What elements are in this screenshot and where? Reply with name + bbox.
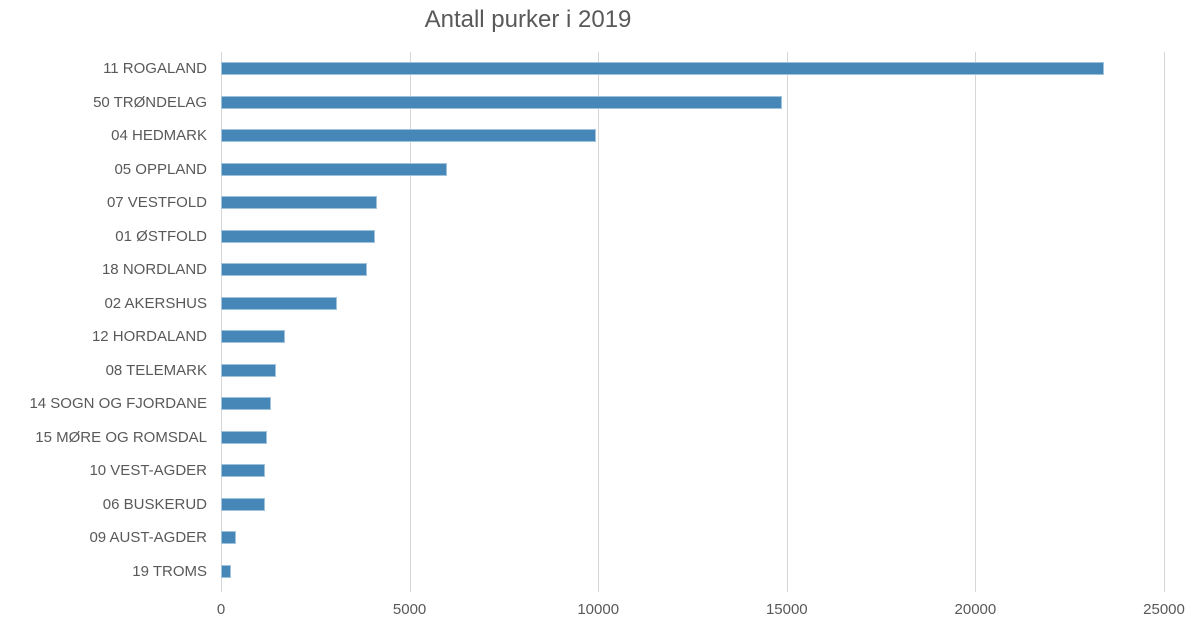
gridline: [1164, 52, 1165, 592]
x-tick-label: 20000: [954, 601, 997, 618]
category-label: 11 ROGALAND: [103, 60, 207, 77]
category-label: 18 NORDLAND: [101, 261, 207, 278]
x-tick-label: 25000: [1143, 601, 1185, 618]
bar: [221, 62, 1104, 76]
category-label: 06 BUSKERUD: [102, 495, 207, 513]
bar: [221, 330, 285, 344]
gridline: [975, 52, 977, 592]
category-label: 08 TELEMARK: [105, 361, 207, 379]
bar: [221, 564, 232, 578]
gridline: [409, 52, 411, 592]
gridline: [221, 52, 222, 592]
bar: [221, 162, 448, 176]
x-tick-label: 10000: [577, 601, 620, 618]
bar: [221, 296, 338, 310]
category-label: 01 ØSTFOLD: [115, 227, 207, 245]
bar: [221, 196, 378, 210]
category-label: 05 OPPLAND: [114, 160, 207, 178]
x-tick-label: 15000: [765, 601, 808, 618]
bar: [221, 129, 597, 143]
x-tick-label: 5000: [392, 601, 427, 618]
gridline: [786, 52, 788, 592]
category-label: 10 VEST-AGDER: [89, 462, 207, 479]
category-label: 15 MØRE OG ROMSDAL: [35, 428, 207, 446]
x-tick-label: 0: [216, 601, 226, 618]
bar: [221, 363, 277, 377]
category-label: 04 HEDMARK: [111, 127, 207, 144]
bar: [221, 497, 265, 511]
category-label: 07 VESTFOLD: [106, 194, 207, 211]
chart-title: Antall purker i 2019: [424, 6, 632, 33]
category-label: 19 TROMS: [132, 562, 207, 580]
bar: [221, 95, 783, 109]
gridline: [598, 52, 600, 592]
bar: [221, 430, 268, 444]
category-label: 14 SOGN OG FJORDANE: [29, 395, 207, 412]
bar: [221, 229, 376, 243]
bar: [221, 464, 266, 478]
category-label: 12 HORDALAND: [91, 328, 207, 345]
category-label: 09 AUST-AGDER: [89, 529, 207, 546]
bar: [221, 397, 272, 411]
category-label: 02 AKERSHUS: [104, 294, 207, 312]
bar: [221, 531, 237, 545]
category-label: 50 TRØNDELAG: [93, 93, 207, 111]
bar: [221, 263, 367, 277]
